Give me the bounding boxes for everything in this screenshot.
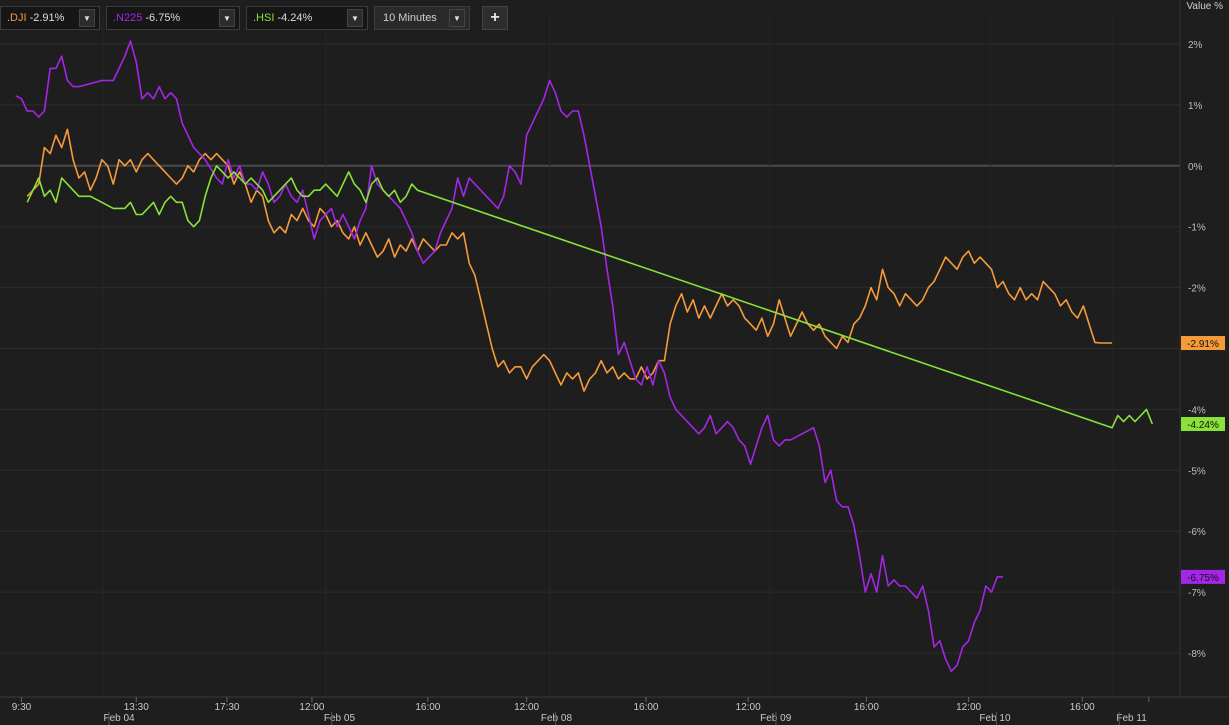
last-value-label: -6.75% [1187, 573, 1219, 584]
grid-lines [0, 0, 1181, 697]
ticker-n225[interactable]: .N225 -6.75% ▼ [106, 6, 240, 30]
x-date-label: Feb 04 [103, 713, 135, 724]
add-series-button[interactable]: + [482, 6, 508, 30]
y-tick-label: -6% [1188, 527, 1206, 538]
ticker-hsi-symbol: .HSI [253, 12, 275, 24]
chevron-down-icon[interactable]: ▼ [449, 9, 465, 27]
x-tick-label: 17:30 [214, 702, 239, 713]
interval-label: 10 Minutes [383, 12, 437, 24]
x-date-label: Feb 08 [541, 713, 573, 724]
ticker-hsi[interactable]: .HSI -4.24% ▼ [246, 6, 368, 30]
series-line-dji [26, 128, 1113, 392]
chevron-down-icon[interactable]: ▼ [347, 9, 363, 27]
x-tick-label: 16:00 [1070, 702, 1095, 713]
x-tick-label: 12:00 [956, 702, 981, 713]
y-tick-label: 1% [1188, 101, 1203, 112]
ticker-n225-symbol: .N225 [113, 12, 143, 24]
ticker-dji-symbol: .DJI [7, 12, 27, 24]
y-axis-title: Value % [1186, 1, 1223, 12]
x-tick-label: 16:00 [415, 702, 440, 713]
last-value-tag [1181, 417, 1225, 432]
ticker-n225-value: -6.75% [145, 12, 181, 24]
x-tick-label: 16:00 [633, 702, 658, 713]
y-tick-label: -7% [1188, 588, 1206, 599]
chevron-down-icon[interactable]: ▼ [79, 9, 95, 27]
chart-toolbar: .DJI -2.91% ▼ .N225 -6.75% ▼ .HSI -4.24%… [0, 6, 508, 32]
y-axis: 2% 1% 0% -1% -2% -4% -5% -6% -7% -8% [1188, 40, 1206, 660]
x-tick-label: 16:00 [854, 702, 879, 713]
x-axis: 9:30 13:30 17:30 12:00 16:00 12:00 16:00 12:00 1… [0, 696, 1229, 725]
chevron-down-icon[interactable]: ▼ [219, 9, 235, 27]
y-tick-label: -8% [1188, 649, 1206, 660]
last-value-label: -2.91% [1187, 339, 1219, 350]
last-value-tag [1181, 569, 1225, 584]
x-date-label: Feb 10 [979, 713, 1011, 724]
y-tick-label: -2% [1188, 284, 1206, 295]
ticker-dji[interactable]: .DJI -2.91% ▼ [0, 6, 100, 30]
y-tick-label: 0% [1188, 162, 1203, 173]
last-value-label: -4.24% [1187, 420, 1219, 431]
series-line-hsi [26, 165, 1154, 429]
x-tick-label: 13:30 [124, 702, 149, 713]
x-tick-label: 12:00 [514, 702, 539, 713]
x-date-label: Feb 05 [324, 713, 356, 724]
x-tick-label: 9:30 [12, 702, 32, 713]
last-value-tags: -2.91% -6.75% -4.24% [1181, 336, 1225, 584]
x-tick-label: 12:00 [736, 702, 761, 713]
series-line-n225 [15, 40, 1003, 673]
interval-select[interactable]: 10 Minutes ▼ [374, 6, 470, 30]
series-group [15, 40, 1154, 673]
y-tick-label: -1% [1188, 223, 1206, 234]
x-date-label: Feb 11 [1116, 713, 1147, 724]
ticker-dji-value: -2.91% [29, 12, 65, 24]
y-tick-label: 2% [1188, 40, 1203, 51]
y-tick-label: -4% [1188, 405, 1206, 416]
ticker-hsi-value: -4.24% [277, 12, 313, 24]
last-value-tag [1181, 336, 1225, 351]
x-tick-label: 12:00 [299, 702, 324, 713]
y-tick-label: -5% [1188, 466, 1206, 477]
